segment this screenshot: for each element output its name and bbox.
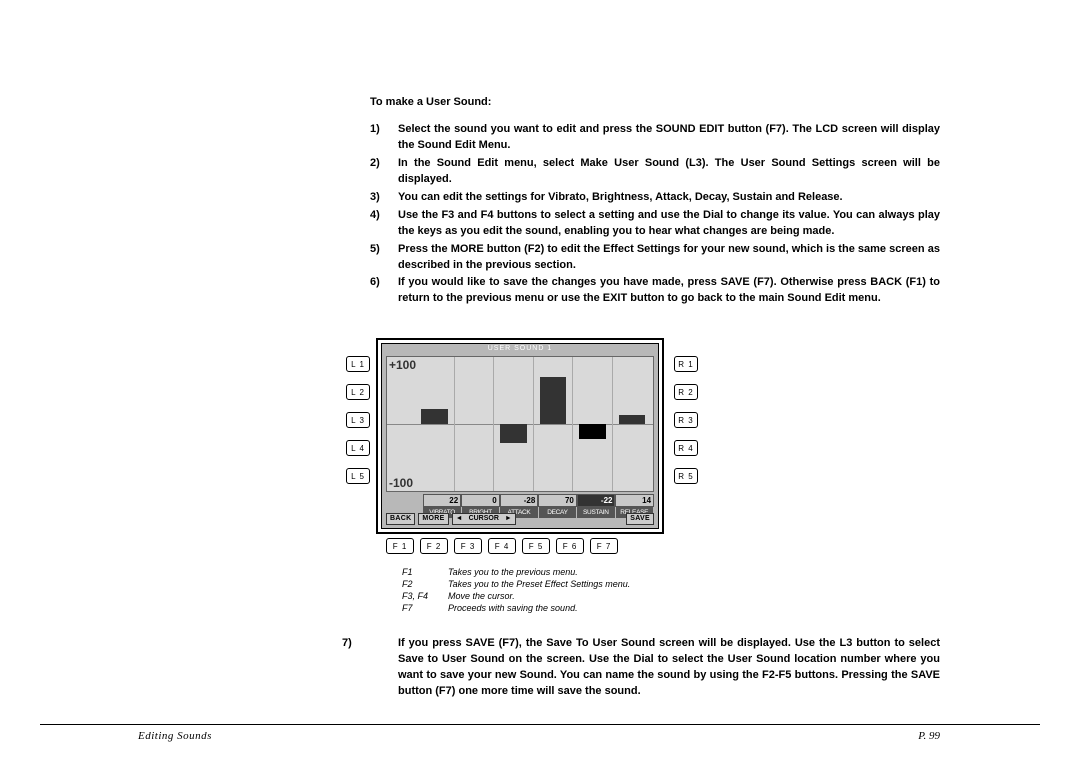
value-cell: 0 — [461, 494, 500, 507]
y-axis-top: +100 — [389, 358, 416, 372]
step-4: 4)Use the F3 and F4 buttons to select a … — [370, 208, 940, 240]
bars-container — [415, 357, 651, 491]
key-r3: R 3 — [674, 412, 698, 428]
bar-slot — [612, 357, 652, 491]
key-l3: L 3 — [346, 412, 370, 428]
key-f6: F 6 — [556, 538, 584, 554]
value-cell: 22 — [423, 494, 462, 507]
caption-f2: F2Takes you to the Preset Effect Setting… — [402, 579, 742, 589]
lcd-title: USER SOUND 1 — [382, 344, 658, 354]
instruction-list: 1)Select the sound you want to edit and … — [370, 122, 940, 307]
caption-f3f4: F3, F4Move the cursor. — [402, 591, 742, 601]
page: To make a User Sound: 1)Select the sound… — [0, 0, 1080, 764]
bar-slot — [572, 357, 612, 491]
key-l4: L 4 — [346, 440, 370, 456]
key-f1: F 1 — [386, 538, 414, 554]
lcd-button-row: BACK MORE ◄ CURSOR ► SAVE — [386, 512, 654, 525]
value-spacer — [386, 494, 423, 507]
right-key-labels: R 1 R 2 R 3 R 4 R 5 — [674, 356, 698, 496]
footer-rule — [40, 724, 1040, 725]
key-r1: R 1 — [674, 356, 698, 372]
more-button[interactable]: MORE — [418, 513, 448, 525]
cursor-buttons[interactable]: ◄ CURSOR ► — [452, 513, 516, 525]
value-row: 220-2870-2214 — [386, 494, 654, 507]
key-r4: R 4 — [674, 440, 698, 456]
figure-captions: F1Takes you to the previous menu. F2Take… — [402, 565, 742, 613]
key-f2: F 2 — [420, 538, 448, 554]
value-cell: -28 — [500, 494, 539, 507]
bar-slot — [415, 357, 454, 491]
bar — [421, 409, 448, 424]
bar — [500, 424, 527, 443]
chart-area: +100 -100 — [386, 356, 654, 492]
step-2: 2)In the Sound Edit menu, select Make Us… — [370, 156, 940, 188]
caption-f1: F1Takes you to the previous menu. — [402, 567, 742, 577]
lcd-figure: L 1 L 2 L 3 L 4 L 5 R 1 R 2 R 3 R 4 R 5 … — [376, 338, 716, 534]
bar — [619, 415, 646, 424]
cursor-right-icon[interactable]: ► — [502, 515, 515, 522]
value-cell: 70 — [538, 494, 577, 507]
step-6: 6)If you would like to save the changes … — [370, 275, 940, 307]
lcd-screen: USER SOUND 1 +100 -100 220-2870-2214 VIB… — [376, 338, 664, 534]
key-r5: R 5 — [674, 468, 698, 484]
bar-slot — [454, 357, 494, 491]
key-f3: F 3 — [454, 538, 482, 554]
caption-f7: F7Proceeds with saving the sound. — [402, 603, 742, 613]
bar — [579, 424, 606, 439]
step-3: 3)You can edit the settings for Vibrato,… — [370, 190, 940, 206]
key-f7: F 7 — [590, 538, 618, 554]
footer-section-title: Editing Sounds — [138, 730, 212, 742]
y-axis-bottom: -100 — [389, 476, 413, 490]
cursor-left-icon[interactable]: ◄ — [453, 515, 466, 522]
key-r2: R 2 — [674, 384, 698, 400]
content-block: To make a User Sound: 1)Select the sound… — [370, 96, 940, 309]
section-heading: To make a User Sound: — [370, 96, 940, 108]
lcd-inner: USER SOUND 1 +100 -100 220-2870-2214 VIB… — [381, 343, 659, 529]
value-cell: 14 — [615, 494, 654, 507]
cursor-label: CURSOR — [466, 515, 502, 522]
bar — [540, 377, 567, 424]
bar-slot — [533, 357, 573, 491]
step-1: 1)Select the sound you want to edit and … — [370, 122, 940, 154]
back-button[interactable]: BACK — [386, 513, 415, 525]
key-f5: F 5 — [522, 538, 550, 554]
key-l5: L 5 — [346, 468, 370, 484]
key-l1: L 1 — [346, 356, 370, 372]
value-cell: -22 — [577, 494, 616, 507]
bottom-key-labels: F 1 F 2 F 3 F 4 F 5 F 6 F 7 — [386, 538, 618, 554]
bar-slot — [493, 357, 533, 491]
key-f4: F 4 — [488, 538, 516, 554]
key-l2: L 2 — [346, 384, 370, 400]
step-5: 5)Press the MORE button (F2) to edit the… — [370, 242, 940, 274]
left-key-labels: L 1 L 2 L 3 L 4 L 5 — [346, 356, 370, 496]
footer-page-number: P. 99 — [918, 730, 940, 742]
save-button[interactable]: SAVE — [626, 513, 654, 525]
step-7: 7)If you press SAVE (F7), the Save To Us… — [370, 636, 940, 700]
